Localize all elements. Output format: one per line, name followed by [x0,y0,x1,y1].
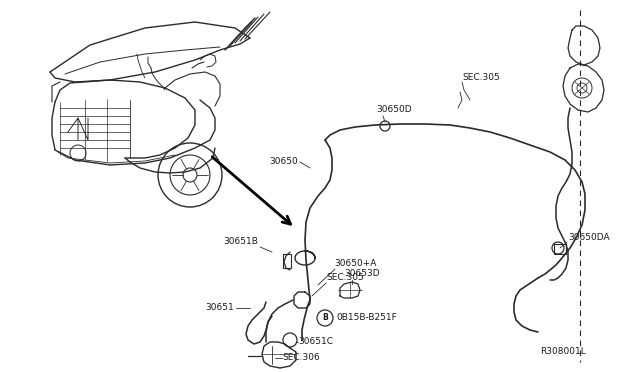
Text: SEC.305: SEC.305 [462,74,500,83]
Text: 0B15B-B251F: 0B15B-B251F [336,314,397,323]
Text: SEC.306: SEC.306 [282,353,320,362]
Text: 30651C: 30651C [298,337,333,346]
Circle shape [552,242,564,254]
Text: 30650+A: 30650+A [334,260,376,269]
Text: 30650DA: 30650DA [568,234,610,243]
Text: 30650: 30650 [269,157,298,167]
Circle shape [380,121,390,131]
Text: B: B [322,314,328,323]
Text: 30651B: 30651B [223,237,258,247]
Bar [554,244,566,254]
Text: 30653D: 30653D [344,269,380,279]
Text: 30650D: 30650D [376,106,412,115]
Text: R308001L: R308001L [540,347,586,356]
Text: SEC.305: SEC.305 [326,273,364,282]
Text: 30651: 30651 [205,304,234,312]
Bar [283,254,291,268]
